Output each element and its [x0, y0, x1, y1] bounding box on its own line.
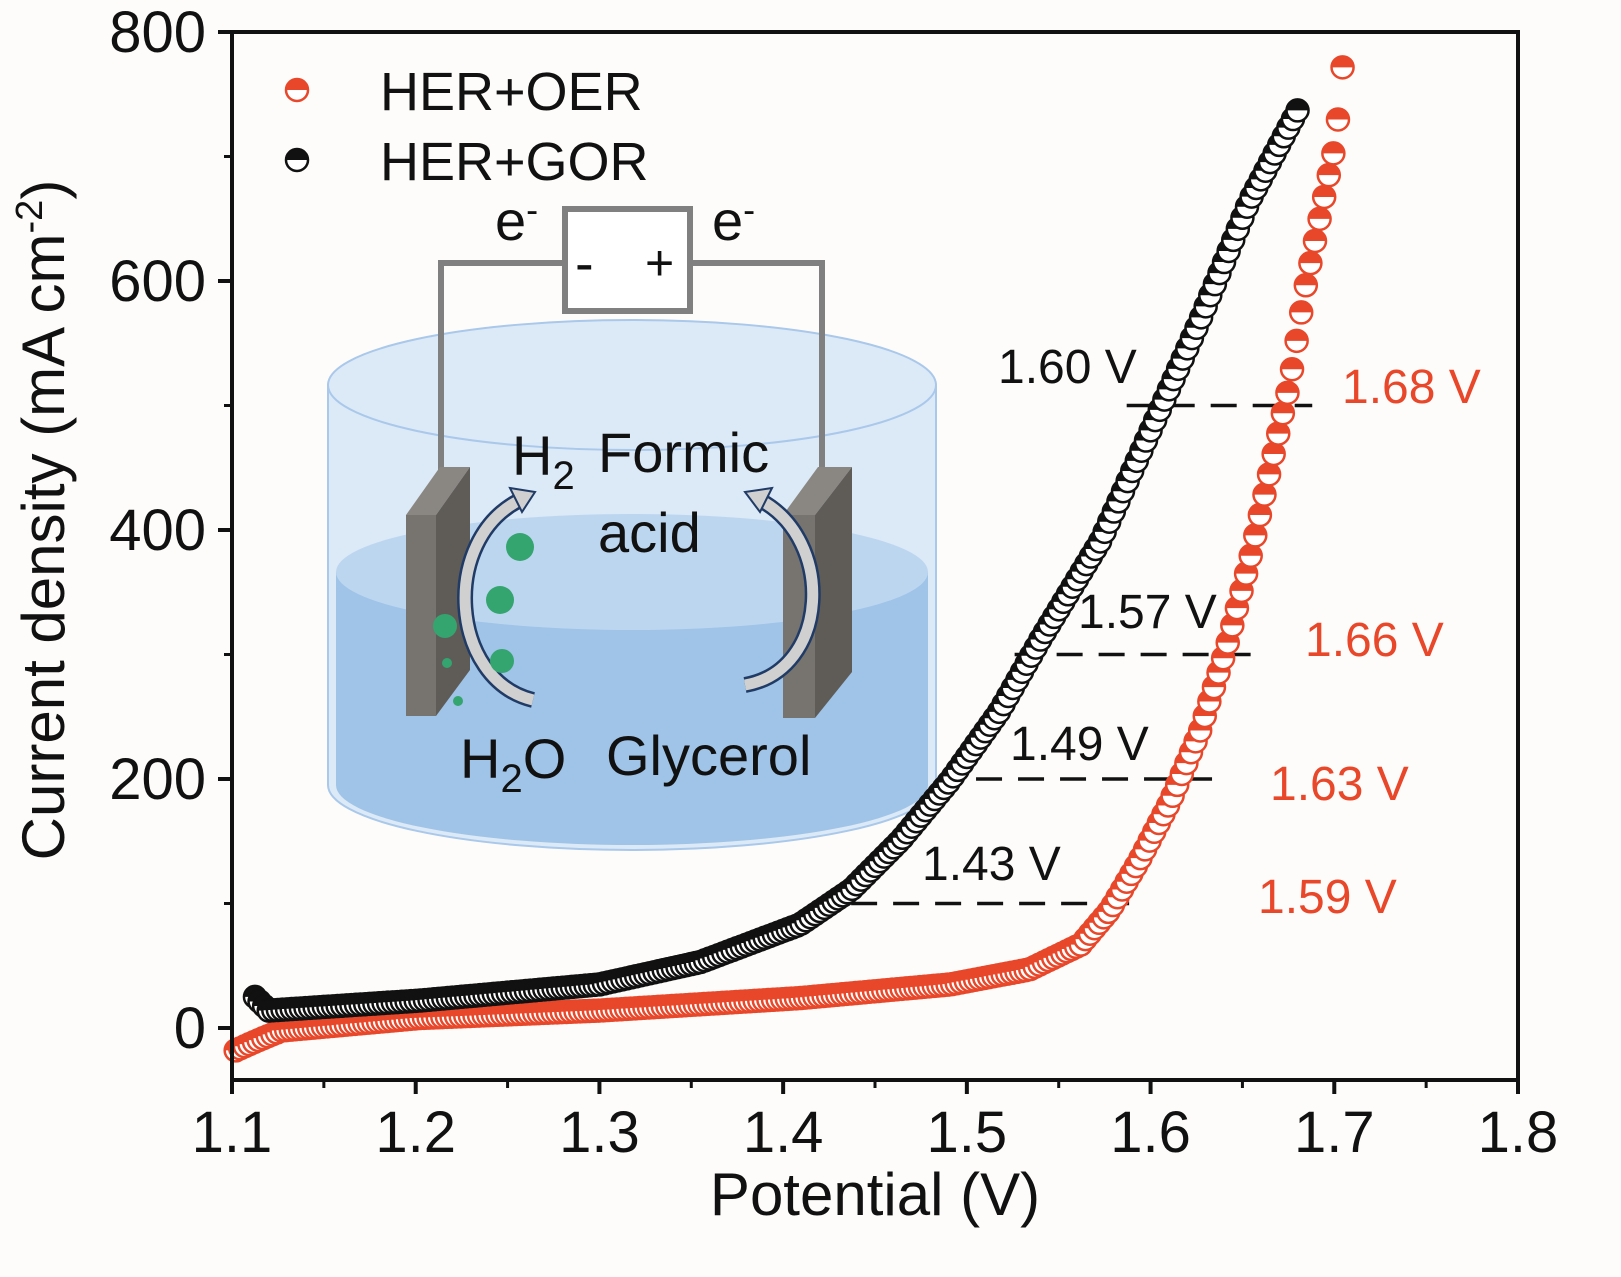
legend: HER+OER HER+GOR	[284, 62, 649, 192]
data-point	[1321, 141, 1346, 166]
legend-label-her-oer: HER+OER	[380, 62, 643, 122]
legend-label-her-gor: HER+GOR	[380, 132, 649, 192]
h2-label: H2	[512, 424, 575, 498]
y-tick-label: 600	[109, 249, 206, 314]
data-point	[1243, 523, 1268, 548]
y-tick-label: 400	[109, 498, 206, 563]
hydrogen-bubbles	[433, 533, 534, 706]
data-point	[1279, 356, 1305, 382]
x-tick-label: 1.7	[1294, 1100, 1375, 1165]
data-point	[1298, 250, 1323, 276]
x-tick-label: 1.4	[743, 1100, 824, 1165]
data-point	[1293, 273, 1319, 298]
annotation-gor-100: 1.43 V	[922, 838, 1061, 891]
data-point	[1316, 162, 1342, 188]
data-point	[1330, 55, 1355, 80]
y-tick-label: 800	[109, 0, 206, 65]
annotation-gor-200: 1.49 V	[1010, 718, 1149, 771]
x-tick-label: 1.2	[375, 1100, 456, 1165]
annotations: 1.43 V 1.49 V 1.57 V 1.60 V 1.59 V 1.63 …	[922, 341, 1481, 924]
x-tick-label: 1.1	[192, 1100, 273, 1165]
data-point	[1270, 400, 1296, 426]
cathode-electrode	[406, 467, 470, 716]
data-point	[1252, 482, 1277, 507]
wire-left	[438, 260, 565, 480]
legend-marker-icon	[284, 147, 310, 173]
y-tick-label: 0	[174, 996, 206, 1061]
y-axis-title: Current density (mA cm-2)	[9, 180, 77, 861]
data-point	[1261, 441, 1286, 467]
legend-marker-her-gor	[284, 147, 310, 173]
legend-marker-icon	[284, 77, 310, 103]
x-tick-label: 1.5	[927, 1100, 1008, 1165]
data-point	[1266, 421, 1291, 446]
data-point	[1325, 107, 1351, 132]
electron-label-right: e-	[712, 189, 755, 252]
series-her-oer	[223, 55, 1355, 1063]
h2o-label: H2O	[460, 727, 566, 801]
legend-marker-her-oer	[284, 77, 310, 103]
inset-electrolyzer-diagram: - + e- e- H2	[327, 189, 937, 851]
x-axis-title: Potential (V)	[710, 1161, 1040, 1228]
reference-lines	[851, 403, 1313, 906]
cathode-cycle-arrow-icon	[457, 486, 537, 708]
formic-label: Formic	[598, 421, 769, 484]
annotation-gor-500: 1.60 V	[998, 341, 1137, 394]
y-tick-label: 200	[109, 747, 206, 812]
electron-label-left: e-	[495, 189, 538, 252]
annotation-gor-300: 1.57 V	[1078, 586, 1217, 639]
anode-cycle-arrow-icon	[743, 486, 821, 693]
x-tick-label: 1.6	[1110, 1100, 1191, 1165]
acid-label: acid	[598, 501, 701, 564]
x-tick-label: 1.8	[1478, 1100, 1559, 1165]
power-supply-box	[562, 206, 693, 314]
series-her-gor	[242, 98, 1310, 1023]
data-point	[1288, 300, 1314, 325]
annotation-oer-500: 1.68 V	[1342, 361, 1481, 414]
cylinder-top	[327, 319, 937, 451]
data-point	[1311, 184, 1337, 210]
data-point	[1284, 328, 1309, 354]
data-point	[1238, 543, 1263, 569]
data-markers	[223, 55, 1355, 1063]
data-point	[1302, 228, 1328, 254]
minus-sign: -	[575, 231, 594, 294]
data-point	[1307, 206, 1332, 232]
plus-sign: +	[645, 235, 674, 291]
data-point	[1285, 98, 1310, 123]
data-point	[1275, 380, 1300, 406]
data-point	[1247, 502, 1273, 528]
annotation-oer-200: 1.63 V	[1270, 758, 1409, 811]
wire-right	[690, 260, 825, 485]
annotation-oer-100: 1.59 V	[1258, 871, 1397, 924]
x-tick-label: 1.3	[559, 1100, 640, 1165]
axis-ticks: 1.1 1.2 1.3 1.4 1.5 1.6 1.7 1.8 0 200 400 600 800	[109, 0, 1558, 1165]
water-body	[336, 572, 928, 845]
glycerol-label: Glycerol	[606, 724, 811, 787]
data-point	[1256, 462, 1282, 487]
annotation-oer-300: 1.66 V	[1305, 614, 1444, 667]
